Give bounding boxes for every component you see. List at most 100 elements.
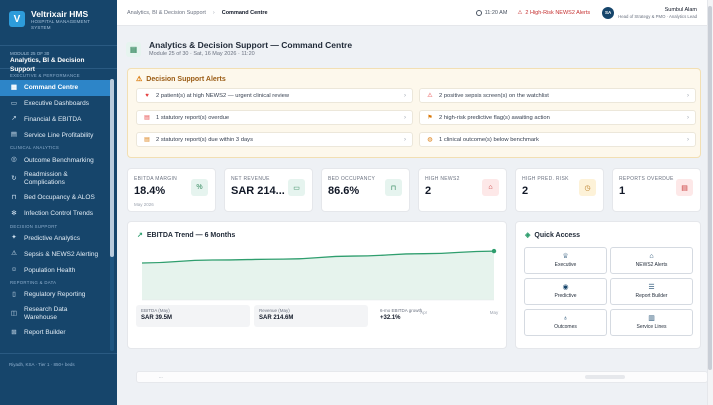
clock: 11:20 AM bbox=[475, 9, 507, 16]
stethoscope-icon: ♁ bbox=[562, 314, 569, 322]
sidebar-item-sepsis-news2-alerting[interactable]: ⚠ Sepsis & NEWS2 Alerting bbox=[0, 246, 110, 262]
kpi-label: NET REVENUE bbox=[231, 176, 270, 182]
warning-icon: ⚠ bbox=[136, 76, 143, 83]
breadcrumb-current: Command Centre bbox=[221, 9, 268, 16]
breadcrumb-separator: › bbox=[212, 9, 215, 16]
app-subtitle-line2: SYSTEM bbox=[31, 24, 51, 30]
sidebar-item-population-health[interactable]: ☺ Population Health bbox=[0, 262, 110, 278]
facility-info: Riyadh, KSA · Tier 1 · 850+ beds bbox=[9, 362, 75, 367]
sidebar-item-regulatory-reporting[interactable]: ▯ Regulatory Reporting bbox=[0, 287, 110, 303]
sidebar-item-label: Predictive Analytics bbox=[24, 234, 80, 242]
quick-access-label: Predictive bbox=[554, 292, 577, 299]
clock-icon bbox=[475, 9, 482, 16]
chevron-right-icon: › bbox=[404, 136, 406, 143]
chevron-right-icon: › bbox=[404, 92, 406, 99]
alert-item[interactable]: ▤ 1 statutory report(s) overdue › bbox=[136, 110, 413, 125]
sidebar-item-label: Bed Occupancy & ALOS bbox=[24, 194, 95, 202]
app-subtitle-line1: HOSPITAL MANAGEMENT bbox=[31, 19, 91, 24]
sidebar-item-financial-ebitda[interactable]: ↗ Financial & EBITDA bbox=[0, 112, 110, 128]
document-icon: ▤ bbox=[10, 131, 18, 139]
user-info[interactable]: Sumbul Alam Head of Strategy & PMO · Ana… bbox=[618, 7, 697, 19]
kpi-card[interactable]: NET REVENUE SAR 214... ▭ bbox=[224, 168, 313, 212]
alert-item[interactable]: ◍ 1 clinical outcome(s) below benchmark › bbox=[419, 132, 696, 147]
quick-access-report-builder[interactable]: ☰ Report Builder bbox=[610, 278, 693, 305]
sidebar-item-service-line-profitability[interactable]: ▤ Service Line Profitability bbox=[0, 127, 110, 143]
module-indicator: MODULE 25 OF 30 Analytics, BI & Decision… bbox=[0, 45, 117, 73]
alert-item[interactable]: ▤ 2 statutory report(s) due within 3 days… bbox=[136, 132, 413, 147]
warning-icon: ⚠ bbox=[427, 93, 433, 99]
trend-icon: ↗ bbox=[137, 232, 143, 239]
sidebar-item-label: Report Builder bbox=[24, 329, 66, 337]
news2-alert-pill[interactable]: ⚠ 2 High-Risk NEWS2 Alerts bbox=[517, 10, 590, 16]
kpi-card[interactable]: BED OCCUPANCY 86.6% ⊓ bbox=[321, 168, 410, 212]
people-icon: ☺ bbox=[10, 266, 18, 274]
sidebar-item-command-centre[interactable]: ▦ Command Centre bbox=[0, 80, 110, 96]
sidebar-item-research-data-warehouse[interactable]: ◫ Research Data Warehouse bbox=[0, 303, 110, 325]
quick-access-title: ◈ Quick Access bbox=[525, 231, 581, 240]
sidebar-item-predictive-analytics[interactable]: ✦ Predictive Analytics bbox=[0, 231, 110, 247]
sidebar-nav: EXECUTIVE & PERFORMANCE ▦ Command Centre ▭ E… bbox=[0, 71, 110, 353]
sidebar-item-label: Financial & EBITDA bbox=[24, 115, 82, 123]
cash-icon: ▭ bbox=[288, 179, 305, 196]
hospital-icon: ⌂ bbox=[649, 252, 654, 260]
virus-icon: ✻ bbox=[11, 209, 17, 217]
nav-section-title: REPORTING & DATA bbox=[10, 279, 57, 285]
sidebar-item-report-builder[interactable]: ⊞ Report Builder bbox=[0, 325, 110, 341]
sidebar-item-label: Population Health bbox=[24, 266, 76, 274]
breadcrumb-parent[interactable]: Analytics, BI & Decision Support bbox=[127, 9, 206, 16]
topbar: Analytics, BI & Decision Support › Comma… bbox=[117, 0, 707, 26]
sidebar-item-label: Command Centre bbox=[24, 84, 79, 92]
alert-text: 1 clinical outcome(s) below benchmark bbox=[439, 136, 539, 143]
logo-icon: V bbox=[9, 11, 25, 27]
sidebar-item-infection-control-trends[interactable]: ✻ Infection Control Trends bbox=[0, 206, 110, 222]
stat-label: EBITDA (May) bbox=[141, 308, 170, 313]
module-label: MODULE 25 OF 30 bbox=[10, 51, 50, 56]
series-line bbox=[141, 250, 495, 264]
page-header: ▦ Analytics & Decision Support — Command… bbox=[126, 35, 699, 63]
builder-icon: ⊞ bbox=[11, 328, 17, 336]
alert-item[interactable]: ♥ 2 patient(s) at high NEWS2 — urgent cli… bbox=[136, 88, 413, 103]
sidebar-scrollbar-thumb[interactable] bbox=[110, 79, 114, 257]
quick-access-executive[interactable]: ♕ Executive bbox=[524, 247, 607, 274]
quick-access-news2-alerts[interactable]: ⌂ NEWS2 Alerts bbox=[610, 247, 693, 274]
sidebar: V Veltrixair HMS HOSPITAL MANAGEMENT SYS… bbox=[0, 0, 117, 405]
bed-icon: ⊓ bbox=[11, 193, 17, 201]
trend-title-text: EBITDA Trend — 6 Months bbox=[146, 231, 236, 239]
sidebar-item-bed-occupancy-alos[interactable]: ⊓ Bed Occupancy & ALOS bbox=[0, 190, 110, 206]
kpi-card[interactable]: HIGH PRED. RISK 2 ◷ bbox=[515, 168, 604, 212]
chevron-right-icon: › bbox=[404, 114, 406, 121]
quick-access-title-text: Quick Access bbox=[534, 231, 581, 239]
alert-text: 1 statutory report(s) overdue bbox=[156, 114, 230, 121]
percent-icon: % bbox=[191, 179, 208, 196]
kpi-label: BED OCCUPANCY bbox=[328, 176, 376, 182]
kpi-label: EBITDA MARGIN bbox=[134, 176, 178, 182]
chevron-right-icon: › bbox=[687, 92, 689, 99]
quick-access-outcomes[interactable]: ♁ Outcomes bbox=[524, 309, 607, 336]
kpi-label: HIGH NEWS2 bbox=[425, 176, 460, 182]
quick-access-service-lines[interactable]: ▥ Service Lines bbox=[610, 309, 693, 336]
clock-icon: ◷ bbox=[579, 179, 596, 196]
page-title: Analytics & Decision Support — Command C… bbox=[149, 40, 353, 50]
kpi-card[interactable]: REPORTS OVERDUE 1 ▤ bbox=[612, 168, 701, 212]
alert-item[interactable]: ⚠ 2 positive sepsis screen(s) on the watc… bbox=[419, 88, 696, 103]
module-name: Analytics, BI & Decision Support bbox=[10, 57, 85, 73]
sidebar-item-executive-dashboards[interactable]: ▭ Executive Dashboards bbox=[0, 96, 110, 112]
page-scrollbar-thumb[interactable] bbox=[708, 6, 712, 370]
refresh-icon: ↻ bbox=[11, 174, 17, 182]
below-fold-text: ... bbox=[159, 374, 163, 379]
avatar[interactable]: SA bbox=[602, 6, 615, 19]
news2-alert-text: 2 High-Risk NEWS2 Alerts bbox=[525, 9, 591, 16]
trend-icon: ↗ bbox=[11, 115, 17, 123]
sidebar-item-outcome-benchmarking[interactable]: ◎ Outcome Benchmarking bbox=[0, 152, 110, 168]
brand[interactable]: V Veltrixair HMS HOSPITAL MANAGEMENT SYS… bbox=[0, 0, 117, 40]
kpi-card[interactable]: HIGH NEWS2 2 ⌂ bbox=[418, 168, 507, 212]
sidebar-item-readmission-complications[interactable]: ↻ Readmission & Complications bbox=[0, 168, 110, 190]
area-fill bbox=[142, 251, 494, 300]
kpi-card[interactable]: EBITDA MARGIN 18.4% May 2026 % bbox=[127, 168, 216, 212]
alert-item[interactable]: ⚑ 2 high-risk predictive flag(s) awaiting… bbox=[419, 110, 696, 125]
quick-access-predictive[interactable]: ◉ Predictive bbox=[524, 278, 607, 305]
user-role: Head of Strategy & PMO · Analytics Lead bbox=[618, 13, 697, 19]
alerts-title: ⚠ Decision Support Alerts bbox=[136, 75, 226, 84]
data-point[interactable] bbox=[491, 248, 497, 254]
